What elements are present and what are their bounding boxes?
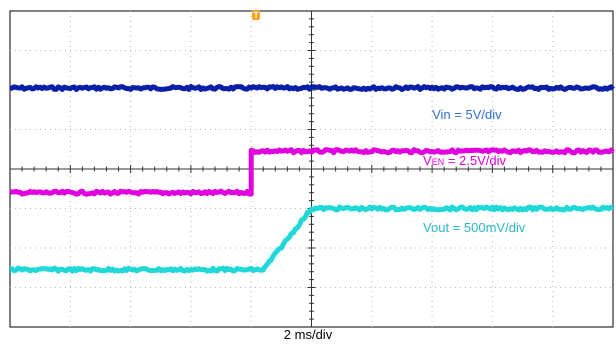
center-axes	[10, 11, 613, 327]
trigger-letter: T	[254, 11, 259, 20]
trace-vin	[9, 84, 615, 92]
timebase-label: 2 ms/div	[283, 327, 333, 342]
trace-ven	[9, 147, 615, 197]
trace-label-ven: VEN = 2.5V/div	[423, 153, 506, 168]
trace-vout	[9, 204, 614, 274]
trace-label-vin: Vin = 5V/div	[432, 107, 502, 122]
trigger-marker: T	[252, 10, 261, 20]
trigger-icon	[252, 10, 261, 20]
trace-label-group: Vin = 5V/div VEN = 2.5V/div Vout = 500mV/d…	[423, 107, 526, 235]
trace-label-vout: Vout = 500mV/div	[423, 220, 526, 235]
trace-group	[9, 84, 615, 274]
